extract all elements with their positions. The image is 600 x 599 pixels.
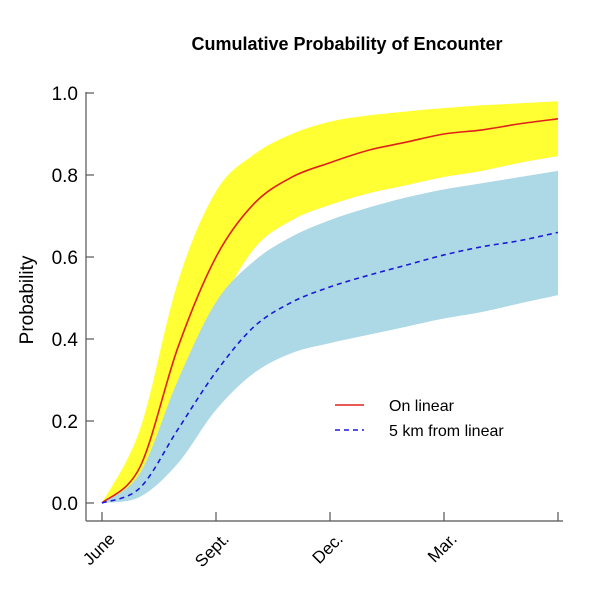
x-tick-label: Sept. [191,529,233,571]
series-line-1 [101,231,559,504]
y-tick-label: 0.2 [52,412,78,433]
y-tick-label: 0.8 [52,166,78,187]
confidence-band-1 [102,170,558,503]
x-tick-label: Mar. [424,529,461,566]
y-axis-label: Probability [17,255,38,344]
y-tick-label: 0.6 [52,248,78,269]
y-tick-label: 0.0 [52,494,78,515]
series-line-0 [101,118,559,504]
legend: On linear 5 km from linear [335,398,504,440]
confidence-bands [102,101,558,503]
confidence-band-0 [102,101,558,503]
y-tick-label: 1.0 [52,84,78,105]
x-tick-label: June [79,529,119,569]
y-tick-label: 0.4 [52,330,79,351]
x-tick-label: Dec. [309,529,347,567]
chart-title: Cumulative Probability of Encounter [191,34,502,54]
legend-label-5km: 5 km from linear [389,423,504,440]
legend-label-on-linear: On linear [389,398,455,415]
series-lines [101,118,559,504]
